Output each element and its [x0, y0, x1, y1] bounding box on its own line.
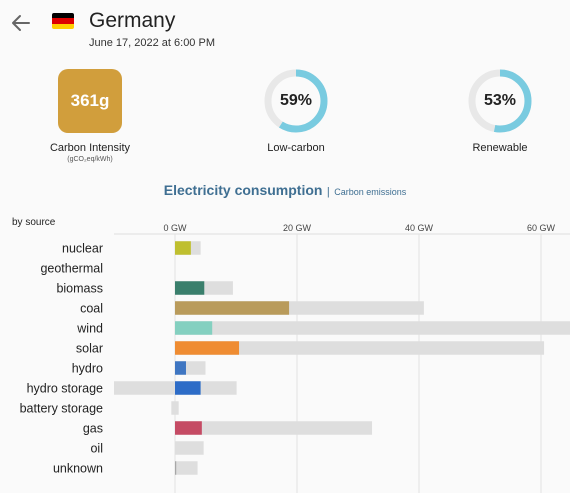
- category-label: hydro storage: [27, 382, 103, 396]
- production-bar: [175, 461, 177, 475]
- carbon-intensity-badge: 361g: [58, 69, 122, 133]
- production-bar: [175, 361, 186, 375]
- category-label: nuclear: [62, 242, 103, 256]
- category-label: geothermal: [40, 262, 103, 276]
- production-bar: [175, 241, 191, 255]
- back-arrow-icon[interactable]: [10, 12, 32, 34]
- carbon-intensity-unit: (gCO₂eq/kWh): [67, 156, 113, 163]
- electricity-consumption-tab[interactable]: Electricity consumption: [163, 182, 323, 198]
- category-label: battery storage: [20, 402, 103, 416]
- category-label: biomass: [56, 282, 103, 296]
- electricity-by-source-chart: 0 GW 20 GW 40 GW 60 GW nuclear geothermal biom…: [20, 223, 570, 493]
- production-bar: [175, 381, 201, 395]
- carbon-emissions-tab[interactable]: Carbon emissions: [334, 187, 407, 197]
- renewable-donut: [468, 69, 532, 133]
- production-bar: [175, 421, 202, 435]
- carbon-intensity-value: 361g: [70, 91, 110, 110]
- low-carbon-donut: [264, 69, 328, 133]
- category-label: solar: [76, 342, 103, 356]
- capacity-bar: [175, 341, 545, 355]
- datetime: June 17, 2022 at 6:00 PM: [89, 37, 215, 49]
- renewable-label: Renewable: [472, 142, 528, 154]
- production-bar: [175, 281, 205, 295]
- category-label: coal: [80, 302, 103, 316]
- low-carbon-arc: [264, 69, 328, 133]
- toggle-separator: |: [326, 186, 330, 198]
- x-tick-label: 40 GW: [405, 223, 434, 233]
- production-bar: [175, 321, 213, 335]
- by-source-label: by source: [12, 217, 56, 228]
- x-tick-label: 20 GW: [283, 223, 312, 233]
- category-label: hydro: [72, 362, 103, 376]
- low-carbon-label: Low-carbon: [267, 142, 325, 154]
- x-tick-label: 0 GW: [163, 223, 187, 233]
- carbon-intensity-label: Carbon Intensity: [49, 142, 131, 154]
- category-label: wind: [76, 322, 103, 336]
- category-label: unknown: [53, 462, 103, 476]
- capacity-bar: [171, 401, 179, 415]
- chart-mode-toggle: Electricity consumption | Carbon emissio…: [0, 182, 570, 200]
- capacity-bar: [175, 461, 198, 475]
- capacity-bar: [175, 441, 204, 455]
- country-name: Germany: [89, 9, 176, 32]
- production-bar: [175, 301, 290, 315]
- capacity-bar: [175, 421, 373, 435]
- production-bar: [175, 341, 240, 355]
- header: Germany June 17, 2022 at 6:00 PM: [0, 0, 570, 60]
- renewable-arc: [468, 69, 532, 133]
- germany-flag-icon: [52, 13, 74, 29]
- low-carbon-value: 59%: [279, 92, 313, 109]
- category-label: gas: [83, 422, 103, 436]
- renewable-value: 53%: [483, 92, 517, 109]
- capacity-bar: [175, 321, 570, 335]
- x-tick-label: 60 GW: [527, 223, 556, 233]
- category-label: oil: [90, 442, 103, 456]
